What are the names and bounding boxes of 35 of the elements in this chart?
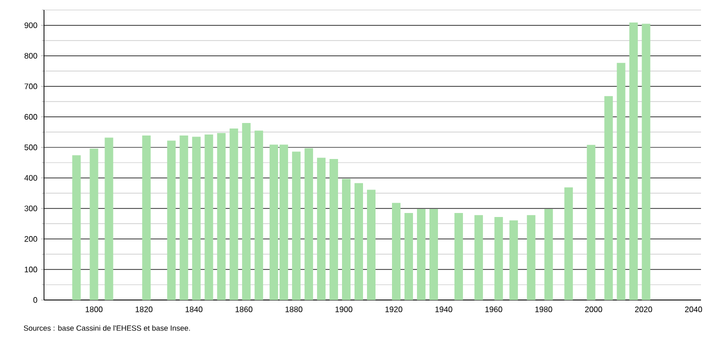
bar	[494, 216, 503, 300]
bar	[72, 155, 81, 300]
bar	[342, 178, 351, 300]
bar	[564, 187, 573, 300]
bar	[586, 144, 596, 300]
bar	[616, 62, 626, 300]
bar	[180, 135, 188, 300]
bar	[104, 138, 114, 300]
bar	[604, 96, 613, 300]
bar	[204, 134, 214, 300]
bar	[230, 128, 238, 300]
bar	[317, 158, 326, 300]
bar	[629, 22, 638, 300]
bar	[474, 215, 483, 300]
bar	[392, 202, 400, 300]
bar	[416, 209, 426, 300]
bar	[642, 24, 650, 300]
bar	[454, 213, 463, 300]
bar	[192, 136, 201, 300]
bar	[167, 140, 176, 300]
bar	[217, 133, 226, 300]
bar	[544, 209, 553, 300]
bar	[330, 158, 338, 300]
bar	[404, 213, 413, 300]
bar	[242, 122, 251, 300]
bar	[142, 135, 151, 300]
bar	[90, 148, 98, 300]
bar	[526, 215, 536, 300]
bar	[509, 220, 518, 300]
bar	[254, 130, 264, 300]
bar	[292, 152, 301, 300]
bar	[429, 209, 438, 300]
bar	[304, 148, 314, 300]
bar	[367, 190, 376, 300]
bar	[354, 183, 364, 300]
